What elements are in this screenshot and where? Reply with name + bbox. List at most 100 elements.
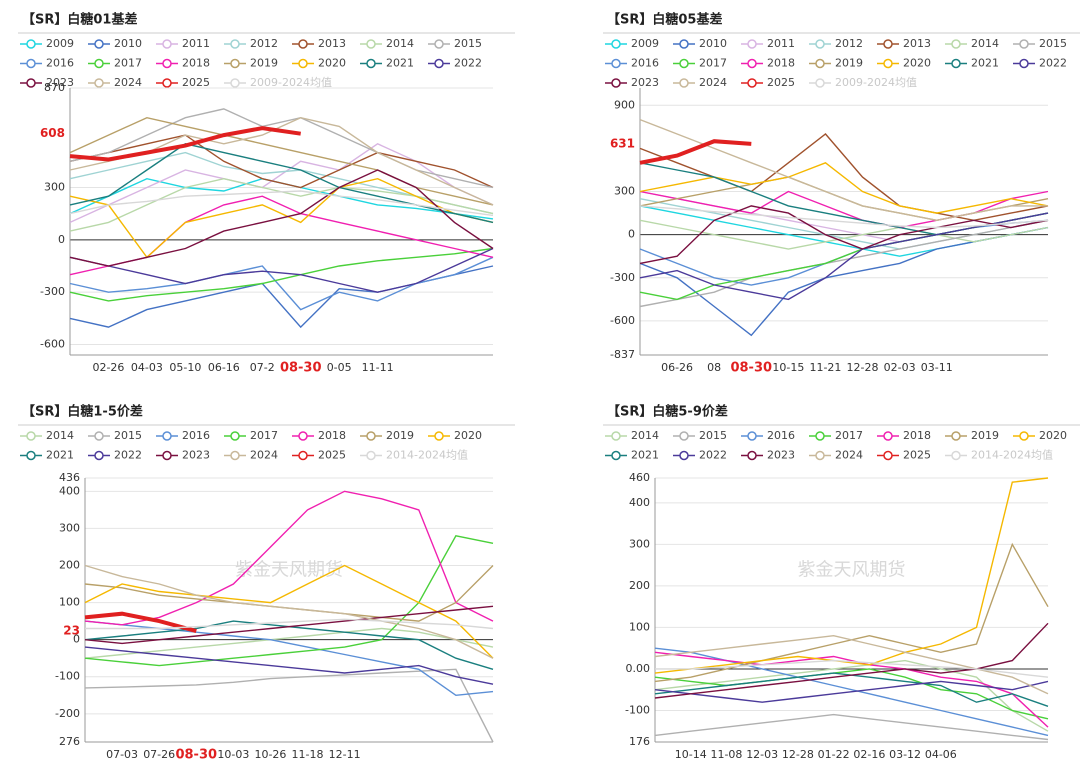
legend-marker [366, 450, 376, 461]
y-tick-label: -600 [40, 338, 65, 351]
current-value: 631 [610, 136, 635, 150]
chart-title: 【SR】白糖05基差 [607, 12, 722, 28]
legend-label: 2015 [454, 37, 482, 50]
y-tick-label: 460 [629, 471, 650, 484]
legend-marker [747, 78, 757, 88]
legend-label: 2016 [182, 429, 210, 442]
x-tick-label: 07-26 [143, 748, 175, 761]
series-line [84, 535, 494, 667]
y-tick-label: 100 [629, 620, 650, 633]
legend-marker [162, 450, 172, 461]
legend-marker [679, 39, 689, 49]
series-line [69, 247, 494, 293]
x-tick-label: 11-08 [710, 748, 742, 761]
y-tick-label: 200 [59, 559, 80, 572]
series-line [655, 659, 1049, 678]
chart-panel: 【SR】白糖05基差 2009 2010 2011 2012 2013 2014 2015 20… [603, 12, 1080, 376]
series-line [639, 139, 752, 165]
series-line [654, 622, 1049, 699]
legend-label: 2017 [250, 429, 278, 442]
legend-label: 2025 [767, 76, 795, 89]
y-tick-label: 0.00 [626, 662, 651, 675]
legend-label: 2013 [903, 37, 931, 50]
y-tick-label: 400 [629, 496, 650, 509]
legend-marker [883, 58, 893, 69]
x-tick-label: 06-16 [208, 361, 240, 374]
legend-label: 2021 [46, 449, 74, 462]
y-tick-label: 400 [59, 484, 80, 497]
legend-label: 2022 [454, 57, 482, 70]
y-tick-label: -300 [610, 271, 635, 284]
legend-label: 2022 [114, 449, 142, 462]
legend-marker [162, 39, 172, 49]
legend-marker [747, 39, 757, 49]
legend-marker [94, 78, 104, 88]
legend-label: 2022 [1039, 57, 1067, 70]
x-tick-label: 08-30 [280, 361, 322, 376]
legend-marker [26, 39, 36, 49]
x-tick-label: 11-18 [292, 748, 324, 761]
chart-title: 【SR】白糖5-9价差 [607, 404, 728, 420]
series-line [69, 169, 494, 267]
legend-marker [883, 39, 893, 49]
legend-marker [94, 58, 104, 69]
x-tick-label: 03-12 [889, 748, 921, 761]
legend-marker [230, 78, 240, 88]
current-value: 23 [63, 624, 80, 638]
legend-label: 2018 [767, 57, 795, 70]
legend-marker [679, 450, 689, 461]
legend-label: 2014 [971, 37, 999, 50]
series-line [85, 618, 494, 630]
watermark: 紫金天风期货 [235, 559, 343, 580]
x-tick-label: 04-06 [925, 748, 957, 761]
legend-label: 2018 [903, 429, 931, 442]
x-tick-label: 08 [707, 361, 721, 374]
series-line [69, 247, 494, 302]
legend-marker [883, 431, 893, 441]
legend-marker [951, 450, 961, 461]
legend-marker [230, 58, 240, 69]
x-tick-label: 12-28 [782, 748, 814, 761]
x-tick-label: 10-03 [217, 748, 249, 761]
x-tick-label: 10-14 [675, 748, 707, 761]
legend-label: 2023 [767, 449, 795, 462]
x-tick-label: 12-11 [329, 748, 361, 761]
x-tick-label: 06-26 [661, 361, 693, 374]
series-line [84, 668, 494, 743]
legend-label: 2017 [114, 57, 142, 70]
series-line [639, 205, 1049, 265]
legend-label: 2025 [182, 76, 210, 89]
chart-panel: 【SR】白糖1-5价差 2014 2015 2016 2017 2018 2019 2020 2… [18, 404, 515, 763]
legend-label: 2014-2024均值 [386, 449, 468, 462]
legend-marker [366, 431, 376, 441]
legend-marker [611, 39, 621, 49]
legend-marker [815, 431, 825, 441]
series-line [639, 205, 1049, 229]
legend-marker [298, 431, 308, 441]
legend-marker [747, 450, 757, 461]
legend-label: 2020 [318, 57, 346, 70]
series-line [69, 134, 494, 189]
legend-marker [611, 78, 621, 88]
legend-label: 2024 [250, 449, 278, 462]
legend-marker [815, 450, 825, 461]
series-line [84, 605, 494, 645]
y-tick-label: -100 [55, 670, 80, 683]
legend-marker [747, 58, 757, 69]
series-line [69, 126, 301, 162]
legend-marker [26, 58, 36, 69]
legend-label: 2014-2024均值 [971, 449, 1053, 462]
x-tick-label: 08-30 [730, 361, 772, 376]
x-tick-label: 02-03 [884, 361, 916, 374]
legend-label: 2024 [835, 449, 863, 462]
chart-title: 【SR】白糖01基差 [22, 12, 137, 28]
x-tick-label: 12-28 [847, 361, 879, 374]
x-tick-label: 02-16 [853, 748, 885, 761]
series-line [84, 646, 494, 685]
legend-marker [951, 39, 961, 49]
series-line [69, 177, 494, 259]
legend-label: 2015 [699, 429, 727, 442]
legend-label: 2012 [250, 37, 278, 50]
legend-label: 2023 [46, 76, 74, 89]
series-line [639, 219, 1049, 308]
